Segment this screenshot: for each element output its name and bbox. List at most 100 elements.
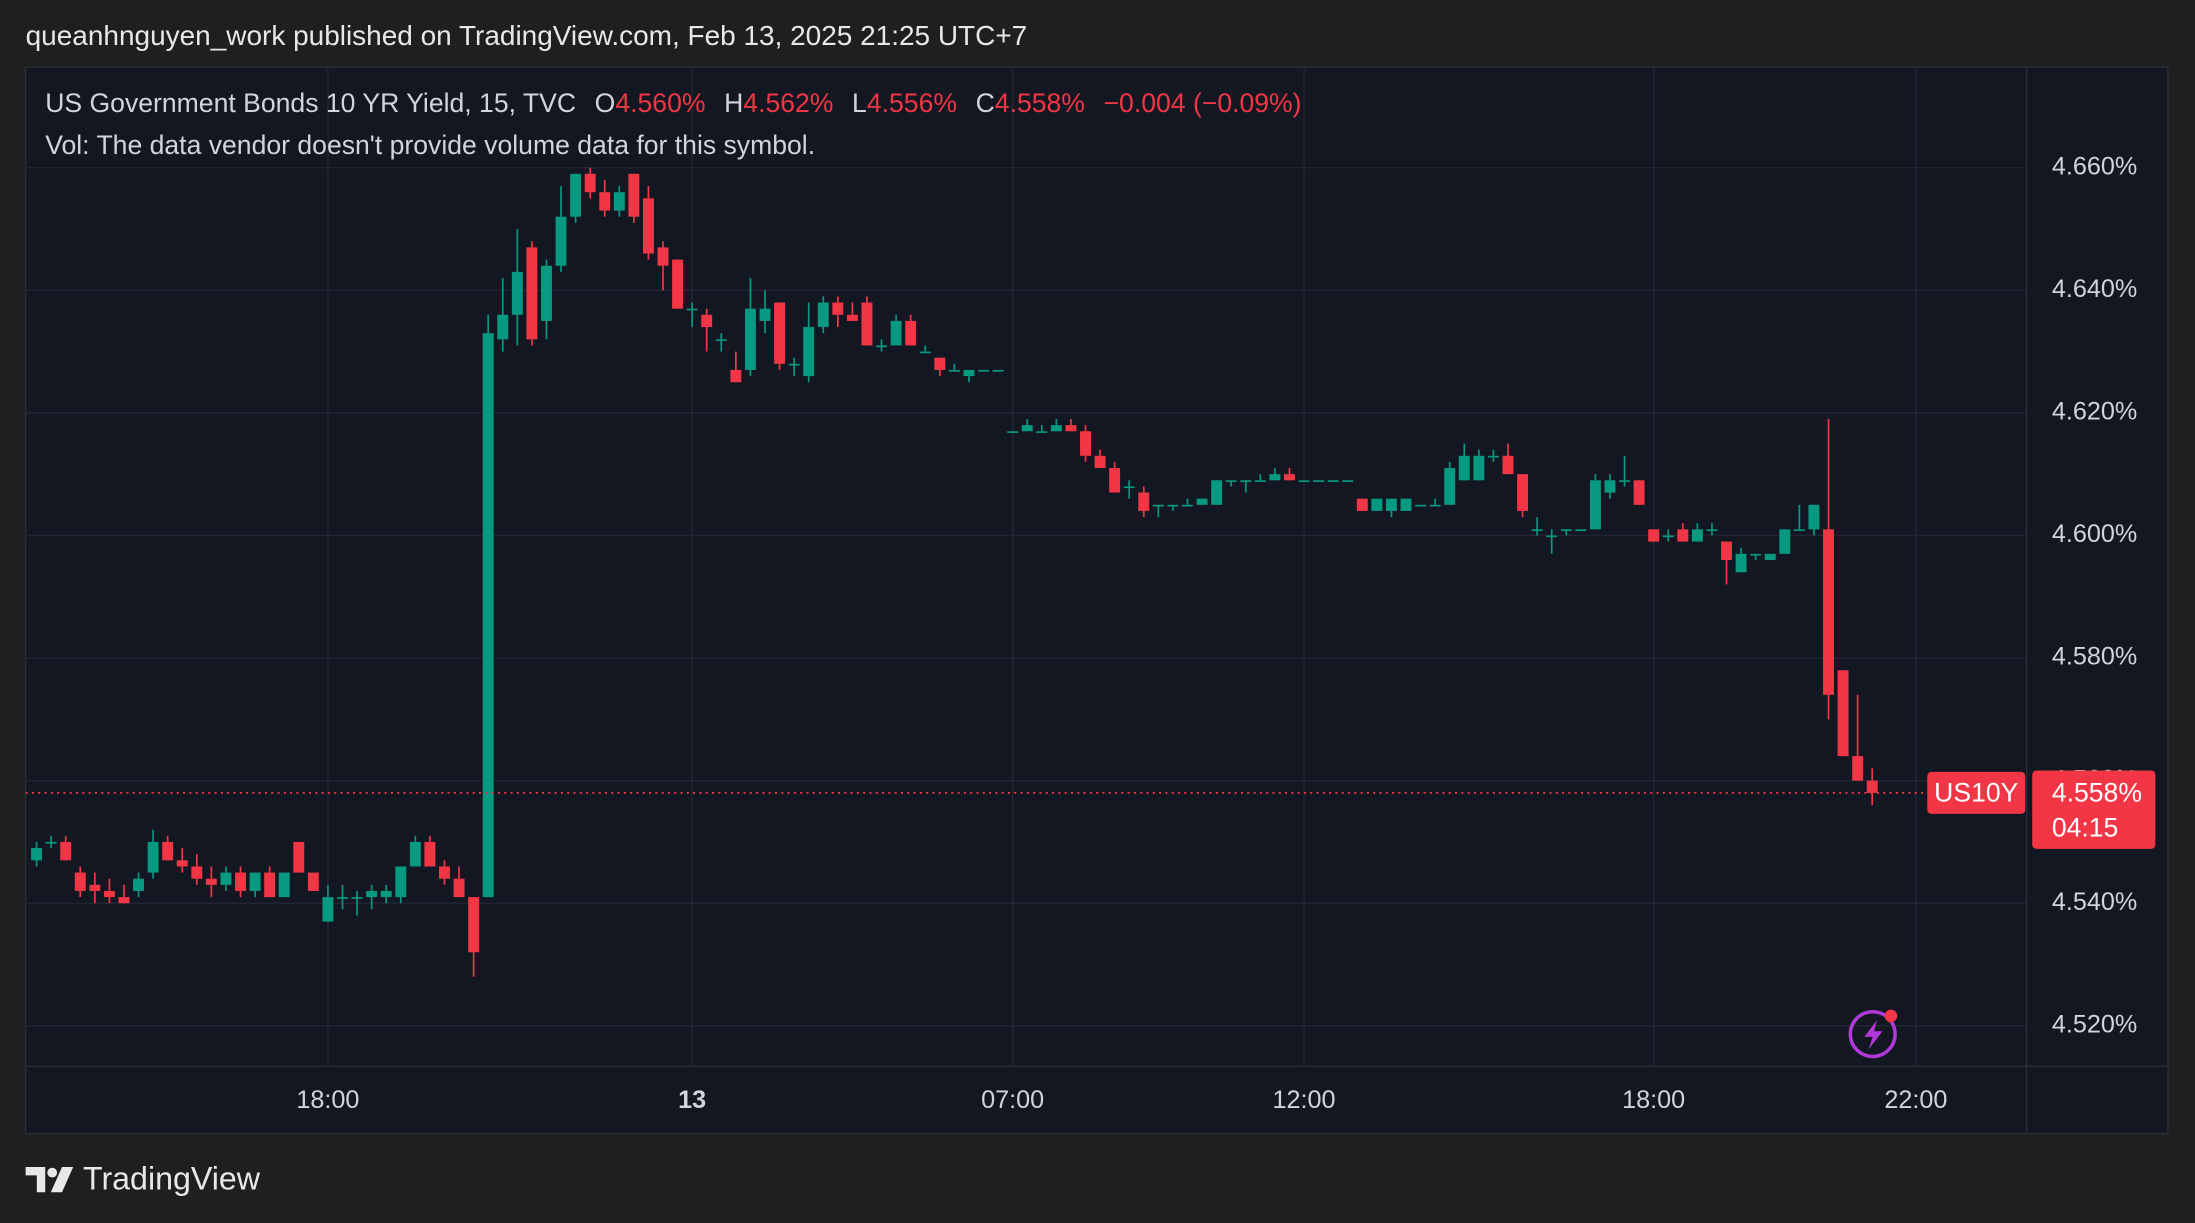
candle-body — [1342, 480, 1354, 482]
candle-body — [1152, 504, 1164, 507]
candle-body — [526, 247, 538, 340]
candle-body — [1385, 498, 1397, 511]
logo-mark — [47, 1167, 58, 1178]
candle-body — [103, 890, 115, 898]
candle-body — [264, 872, 276, 898]
ohlc-label: C — [976, 88, 995, 118]
candle-body — [555, 216, 567, 266]
candle-body — [1633, 480, 1645, 505]
logo-mark — [50, 1167, 74, 1193]
candle-body — [1080, 431, 1091, 456]
candle-body — [1400, 498, 1412, 511]
publisher-line: queanhnguyen_work published on TradingVi… — [26, 20, 1028, 51]
candle-body — [235, 872, 246, 891]
ohlc-label: O — [595, 88, 616, 118]
candle-body — [1721, 541, 1732, 560]
alert-icon[interactable] — [1848, 1009, 1898, 1059]
candle-body — [1284, 474, 1295, 481]
candles — [31, 167, 1878, 977]
candle-body — [890, 320, 902, 346]
candle-body — [1589, 480, 1601, 530]
overlay: US10Y 4.558% 04:15 — [25, 770, 2156, 849]
x-tick-label: 07:00 — [981, 1086, 1044, 1114]
candle-body — [642, 198, 654, 254]
alert-bolt[interactable] — [1864, 1020, 1883, 1050]
candle-body — [715, 339, 727, 341]
ohlc-value: 4.560% — [615, 88, 705, 118]
candle-body — [1065, 425, 1077, 432]
candle-body — [788, 363, 800, 366]
candle-body — [1560, 529, 1572, 532]
candle-body — [1677, 529, 1689, 542]
candle-body — [1356, 498, 1368, 511]
candle-body — [1735, 553, 1747, 573]
candle-body — [817, 302, 829, 328]
candle-body — [1823, 529, 1834, 695]
candle-body — [1007, 431, 1019, 433]
candle-body — [439, 866, 450, 879]
candle-body — [1866, 780, 1878, 793]
candle-body — [1750, 553, 1762, 556]
candle-body — [1225, 480, 1237, 482]
candle-body — [118, 897, 130, 904]
candle-body — [948, 369, 960, 372]
x-tick-label: 22:00 — [1884, 1086, 1947, 1114]
candle-body — [1764, 553, 1776, 560]
chart-panel — [24, 66, 2169, 1135]
alert-ring[interactable] — [1848, 1009, 1897, 1059]
y-tick-label: 4.580% — [2052, 643, 2137, 671]
candle-body — [205, 878, 217, 885]
y-tick-label: 4.520% — [2052, 1010, 2137, 1038]
candle-body — [1429, 504, 1441, 507]
candle-body — [905, 320, 917, 346]
countdown: 04:15 — [2052, 812, 2119, 842]
candle-body — [1240, 480, 1252, 482]
candle-body — [45, 841, 57, 844]
candle-body — [1313, 480, 1325, 482]
candle-body — [1779, 529, 1791, 554]
volume-note: Vol: The data vendor doesn't provide vol… — [45, 130, 815, 160]
candle-body — [220, 872, 232, 885]
ohlc-label: L — [852, 88, 867, 118]
symbol-title: US Government Bonds 10 YR Yield, 15, TVC — [45, 88, 576, 118]
x-tick-label: 12:00 — [1273, 1086, 1336, 1114]
candle-body — [730, 369, 742, 383]
brand-name: TradingView — [83, 1161, 261, 1197]
candle-body — [1793, 529, 1805, 532]
candle-body — [1502, 455, 1514, 475]
candle-body — [1211, 480, 1223, 505]
candle-body — [191, 866, 203, 879]
candle-body — [744, 308, 756, 370]
candle-body — [395, 866, 407, 898]
candle-body — [1123, 486, 1135, 489]
candle-body — [1604, 480, 1616, 493]
candle-body — [468, 897, 480, 953]
candle-body — [978, 369, 989, 372]
legend: US Government Bonds 10 YR Yield, 15, TVC… — [45, 88, 1301, 118]
candle-body — [861, 302, 873, 346]
candle-body — [1808, 504, 1820, 530]
ohlc-value: 4.558% — [995, 88, 1085, 118]
candle-body — [453, 878, 465, 898]
y-tick-label: 4.620% — [2052, 398, 2137, 426]
candle-body — [570, 173, 582, 217]
candle-body — [424, 841, 436, 867]
candle-body — [1662, 535, 1674, 538]
candle-body — [511, 271, 523, 315]
y-tick-label: 4.540% — [2052, 888, 2137, 916]
candle-body — [599, 192, 611, 211]
candle-body — [1691, 529, 1703, 542]
candle-body — [1546, 535, 1558, 538]
candle-body — [1094, 455, 1106, 469]
candle-body — [89, 884, 101, 891]
y-tick-label: 4.660% — [2052, 152, 2137, 180]
candle-body — [1021, 425, 1033, 432]
candle-body — [60, 841, 72, 861]
candle-body — [1458, 455, 1470, 481]
candle-body — [1138, 492, 1150, 511]
candle-body — [1036, 431, 1048, 433]
candle-body — [337, 897, 348, 899]
candle-body — [1531, 529, 1543, 532]
candle-body — [1575, 529, 1587, 532]
candle-body — [482, 333, 494, 898]
